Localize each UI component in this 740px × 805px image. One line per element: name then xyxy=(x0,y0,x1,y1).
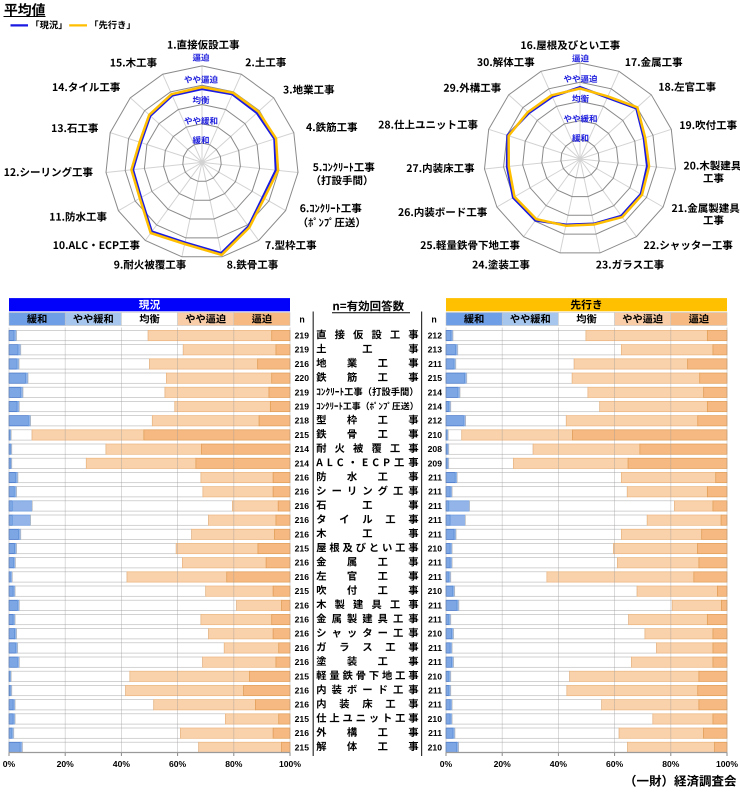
svg-text:216: 216 xyxy=(295,629,310,639)
svg-text:0%: 0% xyxy=(440,759,453,769)
svg-text:215: 215 xyxy=(295,742,310,752)
svg-text:216: 216 xyxy=(295,643,310,653)
svg-text:216: 216 xyxy=(295,700,310,710)
svg-text:211: 211 xyxy=(428,501,442,511)
svg-text:209: 209 xyxy=(428,458,443,468)
svg-text:20%: 20% xyxy=(494,759,512,769)
svg-text:100%: 100% xyxy=(279,759,301,769)
svg-text:40%: 40% xyxy=(550,759,568,769)
svg-text:216: 216 xyxy=(295,359,310,369)
svg-text:211: 211 xyxy=(428,700,442,710)
svg-text:219: 219 xyxy=(295,331,310,341)
svg-text:215: 215 xyxy=(428,373,443,383)
svg-text:212: 212 xyxy=(428,416,443,426)
svg-text:215: 215 xyxy=(295,430,310,440)
svg-text:210: 210 xyxy=(428,714,443,724)
svg-text:n: n xyxy=(431,315,436,325)
svg-text:0%: 0% xyxy=(3,759,16,769)
svg-text:211: 211 xyxy=(428,615,442,625)
svg-text:211: 211 xyxy=(428,728,442,738)
svg-text:208: 208 xyxy=(428,444,443,454)
svg-text:215: 215 xyxy=(295,586,310,596)
svg-text:211: 211 xyxy=(428,600,442,610)
svg-text:211: 211 xyxy=(428,572,442,582)
svg-text:214: 214 xyxy=(428,402,443,412)
svg-text:210: 210 xyxy=(428,544,443,554)
svg-text:210: 210 xyxy=(428,430,443,440)
svg-text:216: 216 xyxy=(295,487,310,497)
svg-text:212: 212 xyxy=(428,331,443,341)
svg-text:n: n xyxy=(299,315,304,325)
svg-text:60%: 60% xyxy=(606,759,624,769)
svg-text:216: 216 xyxy=(295,515,310,525)
svg-text:210: 210 xyxy=(428,742,443,752)
svg-text:211: 211 xyxy=(428,515,442,525)
svg-text:216: 216 xyxy=(295,615,310,625)
svg-text:214: 214 xyxy=(295,458,310,468)
svg-text:211: 211 xyxy=(428,473,442,483)
svg-text:220: 220 xyxy=(295,373,310,383)
svg-text:219: 219 xyxy=(295,402,310,412)
svg-text:215: 215 xyxy=(295,544,310,554)
svg-text:216: 216 xyxy=(295,529,310,539)
svg-text:210: 210 xyxy=(428,629,443,639)
svg-text:216: 216 xyxy=(295,657,310,667)
svg-text:216: 216 xyxy=(295,473,310,483)
svg-text:210: 210 xyxy=(428,671,443,681)
svg-text:216: 216 xyxy=(295,600,310,610)
svg-text:40%: 40% xyxy=(113,759,131,769)
svg-text:210: 210 xyxy=(428,586,443,596)
svg-text:211: 211 xyxy=(428,643,442,653)
svg-text:216: 216 xyxy=(295,572,310,582)
svg-text:60%: 60% xyxy=(169,759,187,769)
svg-text:211: 211 xyxy=(428,529,442,539)
svg-text:215: 215 xyxy=(295,671,310,681)
svg-text:80%: 80% xyxy=(662,759,680,769)
svg-text:80%: 80% xyxy=(225,759,243,769)
svg-text:211: 211 xyxy=(428,487,442,497)
svg-text:215: 215 xyxy=(295,714,310,724)
svg-text:20%: 20% xyxy=(57,759,75,769)
svg-text:216: 216 xyxy=(295,728,310,738)
svg-text:216: 216 xyxy=(295,558,310,568)
svg-text:211: 211 xyxy=(428,686,442,696)
svg-text:216: 216 xyxy=(295,686,310,696)
svg-text:213: 213 xyxy=(428,345,443,355)
svg-text:211: 211 xyxy=(428,558,442,568)
svg-text:219: 219 xyxy=(295,387,310,397)
svg-text:219: 219 xyxy=(295,345,310,355)
svg-text:214: 214 xyxy=(428,387,443,397)
svg-text:100%: 100% xyxy=(716,759,738,769)
svg-text:211: 211 xyxy=(428,657,442,667)
svg-text:218: 218 xyxy=(295,416,310,426)
svg-text:214: 214 xyxy=(295,444,310,454)
svg-text:216: 216 xyxy=(295,501,310,511)
svg-text:211: 211 xyxy=(428,359,442,369)
